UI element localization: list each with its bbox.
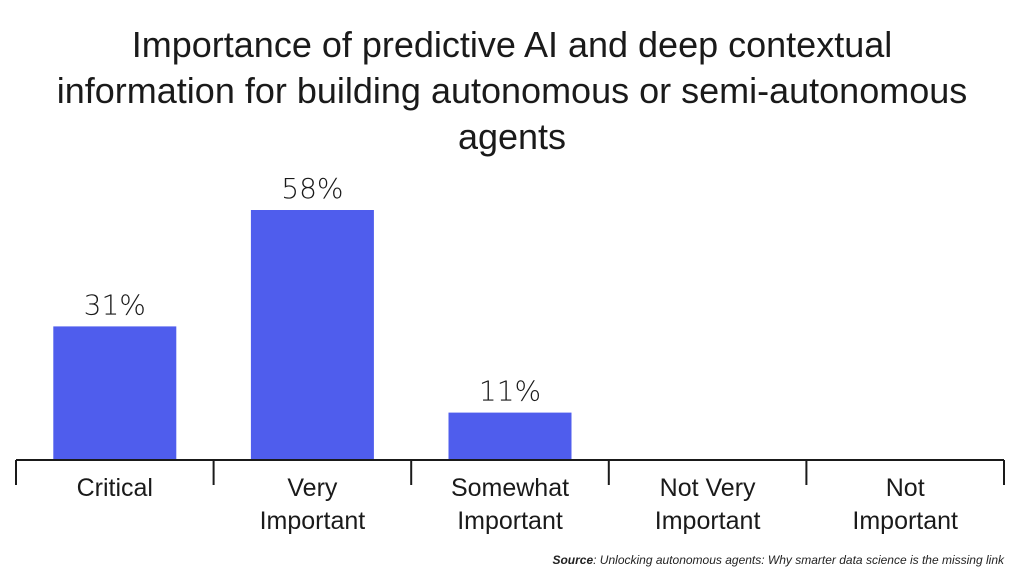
category-label: Not Very Important <box>655 474 761 535</box>
data-label: 58% <box>281 172 343 205</box>
category-labels-group: Critical Very Important Somewhat Important No… <box>77 474 958 535</box>
data-label: 31% <box>84 288 146 321</box>
source-label: Source <box>552 553 594 567</box>
bar-critical <box>53 326 177 460</box>
source-note: Source: Unlocking autonomous agents: Why… <box>552 553 1004 567</box>
chart-title: Importance of predictive AI and deep con… <box>56 24 968 157</box>
data-labels-group: 31% 58% 11% <box>84 172 541 408</box>
x-axis <box>15 459 1005 485</box>
category-label: Critical <box>77 474 153 502</box>
category-label: Somewhat Important <box>451 474 569 535</box>
data-label: 11% <box>479 375 541 408</box>
category-label: Not Important <box>852 474 958 535</box>
bar-somewhat-important <box>448 412 572 460</box>
category-label: Very Important <box>260 474 366 535</box>
source-text: : Unlocking autonomous agents: Why smart… <box>593 553 1004 567</box>
bar-very-important <box>250 210 374 460</box>
bars-group <box>53 210 572 460</box>
